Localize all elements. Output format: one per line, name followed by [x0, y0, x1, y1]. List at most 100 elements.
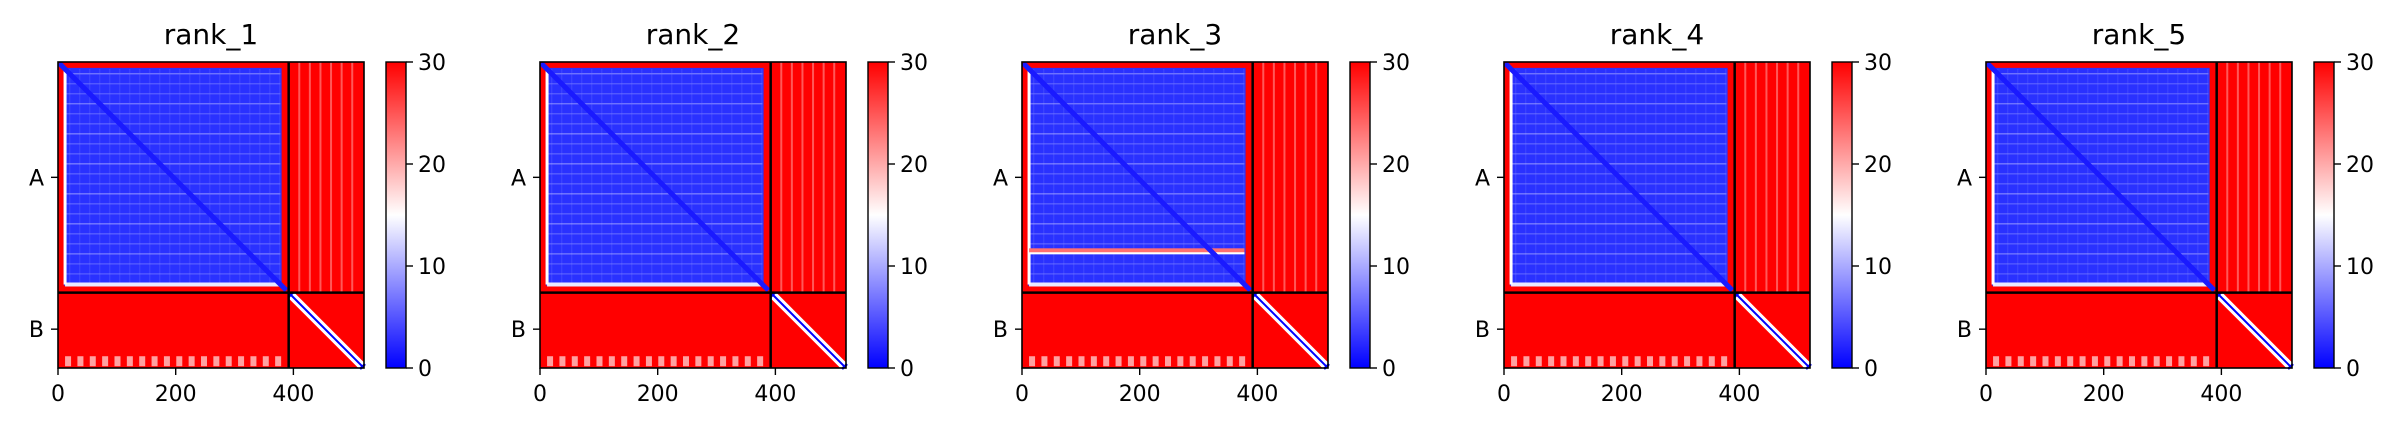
- heatmap-streak-BA: [1214, 356, 1221, 367]
- heatmap-streak-BA: [1115, 356, 1122, 367]
- heatmap-streak-BA: [1622, 356, 1629, 367]
- colorbar-tick-label: 30: [418, 51, 446, 76]
- panel-rank_3: rank_3 0 200 400 A B 0 10 20 30: [993, 18, 1410, 407]
- heatmap-streak-BA: [633, 356, 640, 367]
- heatmap-diagonal-A: [1503, 61, 1735, 293]
- y-tick-label: A: [29, 166, 44, 191]
- heatmap-diagonal-B-halo: [1738, 292, 1811, 365]
- panel-rank_5: rank_5 0 200 400 A B 0 10 20 30: [1957, 18, 2374, 407]
- heatmap-streak-BA: [1041, 356, 1048, 367]
- heatmap-streak-BA: [2141, 356, 2148, 367]
- heatmap-streak-BA: [559, 356, 566, 367]
- heatmap-diagonal-A: [57, 61, 289, 293]
- heatmap-streak-BA: [1548, 356, 1555, 367]
- colorbar: [1349, 61, 1371, 369]
- panel-title: rank_5: [2092, 18, 2186, 51]
- panel-title: rank_2: [646, 18, 740, 51]
- heatmap-streak-BA: [571, 356, 578, 367]
- x-tick-label: 400: [754, 382, 796, 407]
- heatmap-streak-BA: [200, 356, 207, 367]
- x-tick-label: 400: [1236, 382, 1278, 407]
- heatmap-streak-BA: [2042, 356, 2049, 367]
- heatmap-streak-BA: [1140, 356, 1147, 367]
- colorbar-tick-label: 0: [900, 357, 914, 382]
- heatmap-streak-BA: [2104, 356, 2111, 367]
- x-tick-label: 0: [533, 382, 547, 407]
- panel-title: rank_3: [1128, 18, 1222, 51]
- heatmap-streak-BA: [695, 356, 702, 367]
- heatmap-streak-BA: [744, 356, 751, 367]
- heatmap-streak-BA: [114, 356, 121, 367]
- colorbar-tick-label: 10: [900, 255, 928, 280]
- heatmap-streak-BA: [238, 356, 245, 367]
- panel-rank_4: rank_4 0 200 400 A B 0 10 20 30: [1475, 18, 1892, 407]
- heatmap-streak-BA: [584, 356, 591, 367]
- y-tick-label: A: [1475, 166, 1490, 191]
- x-tick-label: 200: [637, 382, 679, 407]
- heatmap-streak-BA: [1226, 356, 1233, 367]
- colorbar-tick-label: 30: [1864, 51, 1892, 76]
- y-tick-label: B: [29, 318, 44, 343]
- heatmap-streak-BA: [126, 356, 133, 367]
- heatmap-streak-BA: [176, 356, 183, 367]
- colorbar: [2313, 61, 2335, 369]
- colorbar-tick-label: 0: [1864, 357, 1878, 382]
- axes-frame: [539, 61, 847, 369]
- colorbar-tick-label: 30: [2346, 51, 2374, 76]
- heatmap-streak-BA: [1572, 356, 1579, 367]
- heatmap-streak-BA: [1721, 356, 1728, 367]
- heatmap-streak-BA: [1560, 356, 1567, 367]
- x-tick-label: 400: [2200, 382, 2242, 407]
- x-tick-label: 200: [1119, 382, 1161, 407]
- heatmap-diagonal-B-halo: [774, 292, 847, 365]
- colorbar-tick-label: 10: [418, 255, 446, 280]
- heatmap-streak-BA: [213, 356, 220, 367]
- y-tick-label: B: [511, 318, 526, 343]
- heatmap-streak-BA: [1202, 356, 1209, 367]
- heatmap-streak-BA: [757, 356, 764, 367]
- heatmap-streak-BA: [102, 356, 109, 367]
- heatmap-streak-BA: [1634, 356, 1641, 367]
- colorbar-tick-label: 20: [2346, 153, 2374, 178]
- heatmap-streak-BA: [1696, 356, 1703, 367]
- x-tick-label: 0: [51, 382, 65, 407]
- heatmap-streak-BA: [1164, 356, 1171, 367]
- heatmap-streak-BA: [1597, 356, 1604, 367]
- axes-frame: [1985, 61, 2293, 369]
- heatmap-streak-BA: [250, 356, 257, 367]
- heatmap-streak-BA: [1511, 356, 1518, 367]
- heatmap-diagonal-B-halo: [1252, 296, 1325, 369]
- heatmap-streak-BA: [596, 356, 603, 367]
- heatmap-streak-BA: [2079, 356, 2086, 367]
- colorbar: [867, 61, 889, 369]
- heatmap-streak-BA: [163, 356, 170, 367]
- heatmap-streak-BA: [682, 356, 689, 367]
- axes-frame: [1021, 61, 1329, 369]
- heatmap-streak-BA: [670, 356, 677, 367]
- heatmap-streak-BA: [1535, 356, 1542, 367]
- heatmap-streak-BA: [2116, 356, 2123, 367]
- heatmap-streak-BA: [1659, 356, 1666, 367]
- heatmap-streak-BA: [608, 356, 615, 367]
- colorbar-tick-label: 20: [1864, 153, 1892, 178]
- x-tick-label: 0: [1497, 382, 1511, 407]
- heatmap-streak-BA: [1189, 356, 1196, 367]
- heatmap-streak-BA: [275, 356, 282, 367]
- heatmap-streak-BA: [2091, 356, 2098, 367]
- heatmap-diagonal-B: [1251, 291, 1330, 370]
- heatmap-diagonal-B: [2215, 291, 2294, 370]
- heatmap-streak-BA: [1053, 356, 1060, 367]
- x-tick-label: 200: [155, 382, 197, 407]
- heatmap-streak-BA: [2030, 356, 2037, 367]
- heatmap-streak-BA: [707, 356, 714, 367]
- heatmap-streak-BA: [151, 356, 158, 367]
- heatmap-band: [1029, 248, 1245, 254]
- y-tick-label: B: [993, 318, 1008, 343]
- colorbar-tick-label: 30: [900, 51, 928, 76]
- colorbar-tick-label: 20: [900, 153, 928, 178]
- axes-frame: [1503, 61, 1811, 369]
- heatmap-streak-BA: [732, 356, 739, 367]
- y-tick-label: B: [1475, 318, 1490, 343]
- heatmap-streak-BA: [2190, 356, 2197, 367]
